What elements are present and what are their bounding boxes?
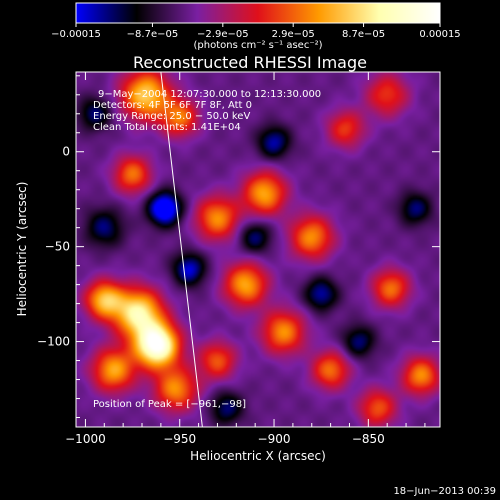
- annotation-clean: Clean Total counts: 1.41E+04: [93, 122, 241, 133]
- y-tick-label: −50: [45, 240, 70, 254]
- x-axis-ticks: −1000 −950 −900 −850: [65, 72, 426, 446]
- colorbar: [75, 2, 441, 24]
- limb-line: [160, 72, 203, 427]
- heatmap-image: [76, 72, 440, 427]
- y-axis-ticks: 0 −50 −100: [37, 75, 440, 419]
- x-tick-label: −1000: [65, 432, 106, 446]
- chart-title: Reconstructed RHESSI Image: [133, 53, 367, 72]
- peak-position-label: Position of Peak = [−961,−98]: [93, 399, 246, 410]
- colorbar-ticks: −0.00015 −8.7e−05 −2.9e−05 2.9e−05 8.7e−05 0.…: [51, 23, 461, 40]
- plot-frame: [75, 71, 441, 428]
- annotation-time: 9−May−2004 12:07:30.000 to 12:13:30.000: [98, 89, 321, 100]
- colorbar-tick-label: −8.7e−05: [127, 29, 179, 40]
- colorbar-tick-label: −2.9e−05: [197, 29, 249, 40]
- colorbar-units: (photons cm⁻² s⁻¹ asec⁻²): [193, 40, 322, 51]
- annotation-block: 9−May−2004 12:07:30.000 to 12:13:30.000 …: [93, 89, 321, 133]
- colorbar-tick-label: −0.00015: [51, 29, 101, 40]
- colorbar-tick-label: 2.9e−05: [272, 29, 315, 40]
- x-tick-label: −900: [258, 432, 291, 446]
- y-axis-label: Heliocentric Y (arcsec): [15, 182, 29, 317]
- y-tick-label: −100: [37, 335, 70, 349]
- x-tick-label: −850: [352, 432, 385, 446]
- y-tick-label: 0: [62, 145, 70, 159]
- annotation-detectors: Detectors: 4F 5F 6F 7F 8F, Att 0: [93, 100, 252, 111]
- x-axis-label: Heliocentric X (arcsec): [190, 449, 326, 463]
- heatmap-area: [76, 72, 440, 427]
- colorbar-tick-label: 0.00015: [419, 29, 460, 40]
- colorbar-tick-label: 8.7e−05: [342, 29, 385, 40]
- annotation-energy: Energy Range: 25.0 − 50.0 keV: [93, 111, 250, 122]
- x-tick-label: −950: [163, 432, 196, 446]
- footer-timestamp: 18−Jun−2013 00:39: [393, 486, 496, 497]
